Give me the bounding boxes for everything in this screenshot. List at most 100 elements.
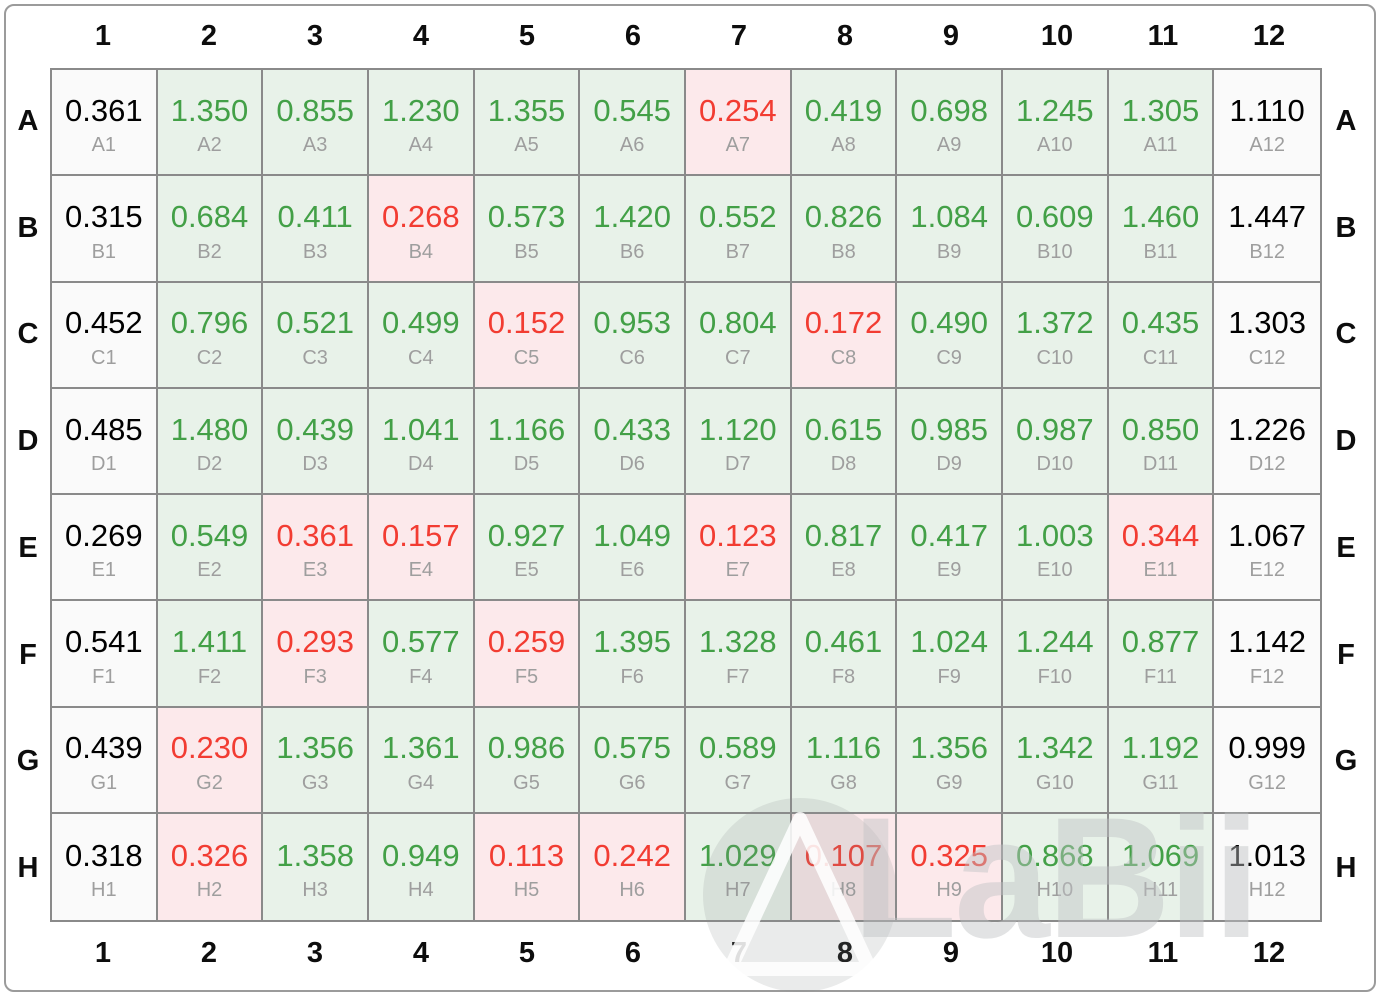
well-A12[interactable]: 1.110 A12: [1214, 70, 1320, 177]
well-B2[interactable]: 0.684 B2: [157, 176, 264, 283]
well-E10[interactable]: 1.003 E10: [1002, 495, 1109, 602]
well-B8[interactable]: 0.826 B8: [791, 176, 898, 283]
well-D6[interactable]: 0.433 D6: [580, 388, 686, 495]
well-C12[interactable]: 1.303 C12: [1214, 282, 1320, 389]
well-label: B10: [1037, 240, 1073, 263]
well-E6[interactable]: 1.049 E6: [580, 495, 686, 602]
well-A1[interactable]: 0.361 A1: [52, 70, 158, 177]
well-C10[interactable]: 1.372 C10: [1002, 282, 1109, 389]
well-E5[interactable]: 0.927 E5: [474, 495, 581, 602]
well-F5[interactable]: 0.259 F5: [474, 601, 581, 708]
well-H9[interactable]: 0.325 H9: [897, 813, 1003, 920]
well-G3[interactable]: 1.356 G3: [263, 707, 369, 814]
well-C6[interactable]: 0.953 C6: [580, 282, 686, 389]
well-H1[interactable]: 0.318 H1: [52, 813, 158, 920]
well-E8[interactable]: 0.817 E8: [791, 495, 898, 602]
well-D3[interactable]: 0.439 D3: [263, 388, 369, 495]
well-G7[interactable]: 0.589 G7: [685, 707, 792, 814]
well-D11[interactable]: 0.850 D11: [1108, 388, 1215, 495]
well-D5[interactable]: 1.166 D5: [474, 388, 581, 495]
well-H6[interactable]: 0.242 H6: [580, 813, 686, 920]
well-B4[interactable]: 0.268 B4: [368, 176, 475, 283]
well-B6[interactable]: 1.420 B6: [580, 176, 686, 283]
well-C7[interactable]: 0.804 C7: [685, 282, 792, 389]
well-E12[interactable]: 1.067 E12: [1214, 495, 1320, 602]
well-B5[interactable]: 0.573 B5: [474, 176, 581, 283]
well-F8[interactable]: 0.461 F8: [791, 601, 898, 708]
well-F3[interactable]: 0.293 F3: [263, 601, 369, 708]
well-D1[interactable]: 0.485 D1: [52, 388, 158, 495]
well-B7[interactable]: 0.552 B7: [685, 176, 792, 283]
well-F4[interactable]: 0.577 F4: [368, 601, 475, 708]
well-H7[interactable]: 1.029 H7: [685, 813, 792, 920]
well-E4[interactable]: 0.157 E4: [368, 495, 475, 602]
well-D7[interactable]: 1.120 D7: [685, 388, 792, 495]
well-E11[interactable]: 0.344 E11: [1108, 495, 1215, 602]
well-A7[interactable]: 0.254 A7: [685, 70, 792, 177]
well-A9[interactable]: 0.698 A9: [897, 70, 1003, 177]
well-G1[interactable]: 0.439 G1: [52, 707, 158, 814]
well-label: B5: [514, 240, 539, 263]
well-C2[interactable]: 0.796 C2: [157, 282, 264, 389]
column-headers-bottom: 1 2 3 4 5 6 7 8 9 10 11 12: [50, 930, 1322, 976]
well-F2[interactable]: 1.411 F2: [157, 601, 264, 708]
well-B1[interactable]: 0.315 B1: [52, 176, 158, 283]
well-G12[interactable]: 0.999 G12: [1214, 707, 1320, 814]
well-G9[interactable]: 1.356 G9: [897, 707, 1003, 814]
well-C4[interactable]: 0.499 C4: [368, 282, 475, 389]
well-B9[interactable]: 1.084 B9: [897, 176, 1003, 283]
well-D10[interactable]: 0.987 D10: [1002, 388, 1109, 495]
well-G11[interactable]: 1.192 G11: [1108, 707, 1215, 814]
well-E2[interactable]: 0.549 E2: [157, 495, 264, 602]
well-G6[interactable]: 0.575 G6: [580, 707, 686, 814]
well-G2[interactable]: 0.230 G2: [157, 707, 264, 814]
well-G8[interactable]: 1.116 G8: [791, 707, 898, 814]
well-A2[interactable]: 1.350 A2: [157, 70, 264, 177]
well-F7[interactable]: 1.328 F7: [685, 601, 792, 708]
well-C1[interactable]: 0.452 C1: [52, 282, 158, 389]
well-G5[interactable]: 0.986 G5: [474, 707, 581, 814]
well-H8[interactable]: 0.107 H8: [791, 813, 898, 920]
well-A8[interactable]: 0.419 A8: [791, 70, 898, 177]
well-G10[interactable]: 1.342 G10: [1002, 707, 1109, 814]
well-A4[interactable]: 1.230 A4: [368, 70, 475, 177]
well-H11[interactable]: 1.069 H11: [1108, 813, 1215, 920]
well-label: H3: [302, 879, 328, 902]
well-A11[interactable]: 1.305 A11: [1108, 70, 1215, 177]
well-A3[interactable]: 0.855 A3: [263, 70, 369, 177]
well-D8[interactable]: 0.615 D8: [791, 388, 898, 495]
well-G4[interactable]: 1.361 G4: [368, 707, 475, 814]
well-B3[interactable]: 0.411 B3: [263, 176, 369, 283]
well-F9[interactable]: 1.024 F9: [897, 601, 1003, 708]
well-D9[interactable]: 0.985 D9: [897, 388, 1003, 495]
well-A10[interactable]: 1.245 A10: [1002, 70, 1109, 177]
well-E3[interactable]: 0.361 E3: [263, 495, 369, 602]
well-B10[interactable]: 0.609 B10: [1002, 176, 1109, 283]
well-F1[interactable]: 0.541 F1: [52, 601, 158, 708]
well-E9[interactable]: 0.417 E9: [897, 495, 1003, 602]
well-H2[interactable]: 0.326 H2: [157, 813, 264, 920]
well-C11[interactable]: 0.435 C11: [1108, 282, 1215, 389]
well-D4[interactable]: 1.041 D4: [368, 388, 475, 495]
well-C5[interactable]: 0.152 C5: [474, 282, 581, 389]
well-H10[interactable]: 0.868 H10: [1002, 813, 1109, 920]
well-F6[interactable]: 1.395 F6: [580, 601, 686, 708]
well-D12[interactable]: 1.226 D12: [1214, 388, 1320, 495]
well-A5[interactable]: 1.355 A5: [474, 70, 581, 177]
well-D2[interactable]: 1.480 D2: [157, 388, 264, 495]
well-E1[interactable]: 0.269 E1: [52, 495, 158, 602]
well-B11[interactable]: 1.460 B11: [1108, 176, 1215, 283]
well-H3[interactable]: 1.358 H3: [263, 813, 369, 920]
well-H5[interactable]: 0.113 H5: [474, 813, 581, 920]
well-C9[interactable]: 0.490 C9: [897, 282, 1003, 389]
well-B12[interactable]: 1.447 B12: [1214, 176, 1320, 283]
well-F12[interactable]: 1.142 F12: [1214, 601, 1320, 708]
well-A6[interactable]: 0.545 A6: [580, 70, 686, 177]
well-H12[interactable]: 1.013 H12: [1214, 813, 1320, 920]
well-F10[interactable]: 1.244 F10: [1002, 601, 1109, 708]
well-E7[interactable]: 0.123 E7: [685, 495, 792, 602]
well-C3[interactable]: 0.521 C3: [263, 282, 369, 389]
well-F11[interactable]: 0.877 F11: [1108, 601, 1215, 708]
well-C8[interactable]: 0.172 C8: [791, 282, 898, 389]
well-H4[interactable]: 0.949 H4: [368, 813, 475, 920]
